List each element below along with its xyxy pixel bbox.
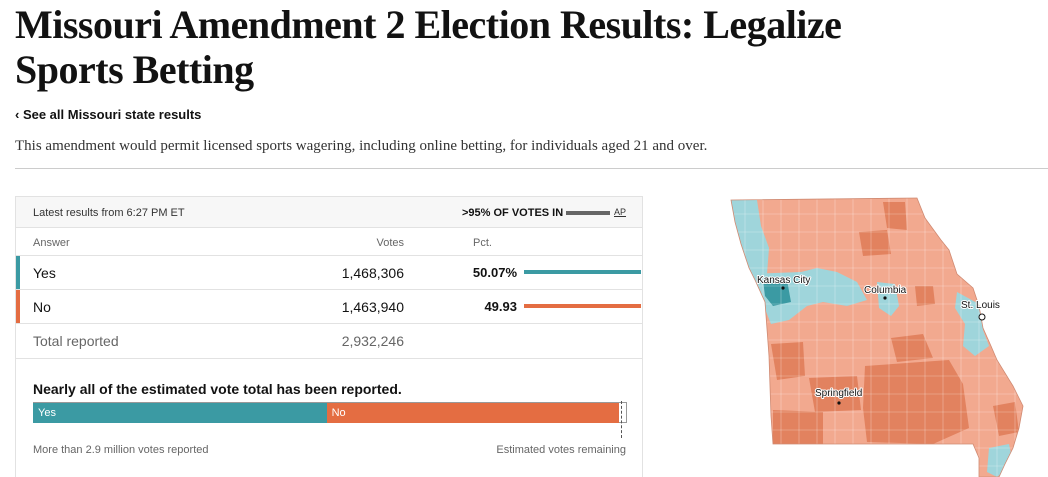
total-reported-label: Total reported	[33, 333, 119, 349]
map-region-no-strong	[993, 402, 1019, 436]
map-region-yes	[731, 200, 769, 274]
results-header: Latest results from 6:27 PM ET >95% OF V…	[16, 197, 642, 228]
answer-yes: Yes	[33, 265, 56, 281]
table-row-yes: Yes 1,468,306 50.07%	[16, 255, 642, 290]
map-region-yes	[955, 292, 989, 356]
map-region-no-strong	[891, 334, 933, 362]
yes-color-swatch	[16, 256, 20, 290]
ap-source-link[interactable]: AP	[614, 207, 627, 217]
city-dot-columbia	[883, 296, 887, 300]
no-color-swatch	[16, 290, 20, 324]
map-region-no-strong	[915, 286, 935, 306]
map-region-yes	[987, 444, 1013, 477]
table-row-total: Total reported 2,932,246	[16, 323, 642, 359]
map-region-no-strong	[863, 360, 969, 444]
map-region-no-strong	[809, 376, 861, 412]
city-label-kansas-city: Kansas City	[757, 275, 810, 286]
column-header-answer: Answer	[33, 237, 70, 249]
latest-results-timestamp: Latest results from 6:27 PM ET	[33, 207, 185, 219]
map-region-yes	[877, 282, 899, 316]
votes-remaining-label: Estimated votes remaining	[496, 444, 626, 456]
map-region-yes-strong	[763, 280, 791, 306]
results-table: Latest results from 6:27 PM ET >95% OF V…	[15, 196, 643, 477]
pct-yes: 50.07%	[472, 265, 517, 280]
total-reported-votes: 2,932,246	[341, 333, 404, 349]
city-dot-kansas-city	[781, 286, 785, 290]
back-to-state-results-link[interactable]: ‹ See all Missouri state results	[15, 107, 202, 122]
map-region-no-strong	[771, 342, 805, 380]
pct-bar-no	[524, 304, 641, 308]
votes-in-bar	[566, 211, 610, 215]
table-row-no: No 1,463,940 49.93	[16, 289, 642, 324]
city-dot-st-louis	[978, 313, 986, 321]
estimate-remaining-marker	[621, 401, 622, 438]
city-label-columbia: Columbia	[864, 285, 907, 296]
votes-yes: 1,468,306	[341, 265, 404, 281]
page-title: Missouri Amendment 2 Election Results: L…	[15, 2, 842, 92]
divider	[15, 168, 1048, 169]
state-outline	[730, 197, 1024, 477]
map-region-no-strong	[859, 230, 891, 256]
votes-reported-label: More than 2.9 million votes reported	[33, 444, 209, 456]
estimate-title: Nearly all of the estimated vote total h…	[33, 381, 402, 397]
pct-bar-yes	[524, 270, 641, 274]
votes-no: 1,463,940	[341, 299, 404, 315]
city-label-springfield: Springfield	[815, 388, 862, 399]
votes-in-label: >95% OF VOTES IN	[462, 207, 564, 219]
map-region-no-strong	[773, 410, 823, 444]
city-dot-springfield	[837, 401, 841, 405]
column-header-pct: Pct.	[473, 237, 492, 249]
answer-no: No	[33, 299, 51, 315]
city-label-st-louis: St. Louis	[961, 300, 1000, 311]
pct-no: 49.93	[484, 299, 517, 314]
column-header-votes: Votes	[376, 237, 404, 249]
county-results-map: Kansas City Columbia St. Louis Springfie…	[730, 197, 1024, 477]
map-region-no-strong	[883, 202, 907, 230]
map-counties	[731, 198, 1023, 477]
amendment-description: This amendment would permit licensed spo…	[15, 138, 708, 154]
estimate-bar-no: No	[326, 403, 620, 423]
estimate-bar-yes: Yes	[33, 403, 327, 423]
estimate-bar: Yes No	[33, 402, 627, 423]
